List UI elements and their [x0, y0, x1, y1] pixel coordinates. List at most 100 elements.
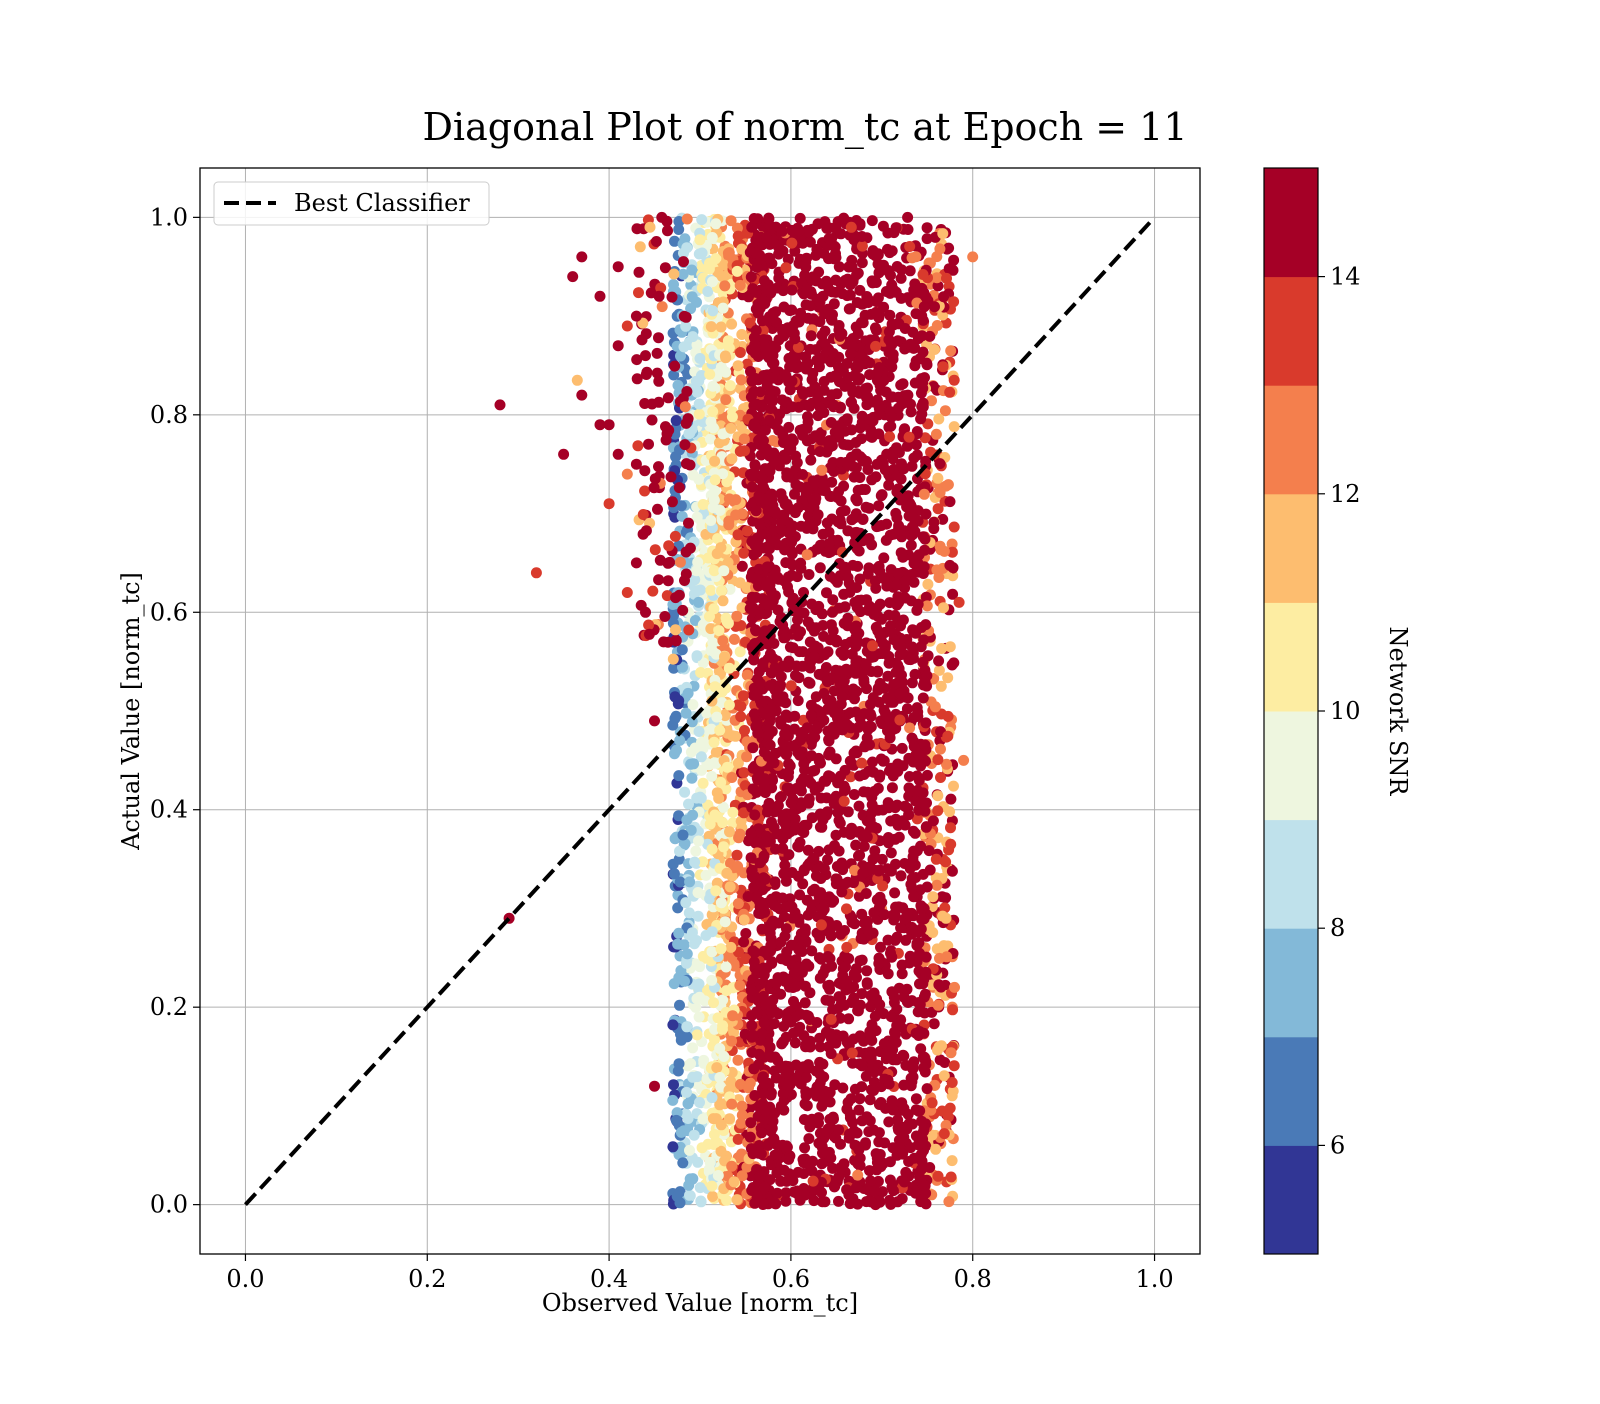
data-point	[759, 776, 770, 787]
data-point	[782, 1014, 793, 1025]
data-point	[725, 380, 736, 391]
data-point	[870, 322, 881, 333]
data-point	[819, 376, 830, 387]
data-point	[750, 625, 761, 636]
data-point	[775, 792, 786, 803]
data-point	[717, 271, 728, 282]
data-point	[667, 1019, 678, 1030]
data-point	[838, 650, 849, 661]
data-point	[915, 999, 926, 1010]
data-point	[695, 353, 706, 364]
data-point	[850, 840, 861, 851]
data-point	[834, 846, 845, 857]
data-point	[786, 797, 797, 808]
data-point	[917, 330, 928, 341]
data-point	[727, 411, 738, 422]
data-point	[760, 874, 771, 885]
data-point	[851, 686, 862, 697]
data-point	[839, 1000, 850, 1011]
data-point	[735, 577, 746, 588]
data-point	[898, 760, 909, 771]
data-point	[854, 546, 865, 557]
data-point	[888, 1142, 899, 1153]
data-point	[872, 395, 883, 406]
data-point	[776, 671, 787, 682]
data-point	[865, 708, 876, 719]
data-point	[922, 1083, 933, 1094]
data-point	[644, 629, 655, 640]
data-point	[853, 1144, 864, 1155]
data-point	[716, 1119, 727, 1130]
data-point	[886, 986, 897, 997]
data-point	[846, 397, 857, 408]
data-point	[775, 524, 786, 535]
data-point	[758, 991, 769, 1002]
data-point	[823, 304, 834, 315]
data-point	[674, 1058, 685, 1069]
data-point	[856, 231, 867, 242]
data-point	[888, 349, 899, 360]
data-point	[649, 1081, 660, 1092]
data-point	[707, 926, 718, 937]
data-point	[787, 1175, 798, 1186]
data-point	[814, 316, 825, 327]
data-point	[726, 772, 737, 783]
data-point	[725, 942, 736, 953]
data-point	[705, 585, 716, 596]
data-point	[873, 958, 884, 969]
data-point	[910, 628, 921, 639]
data-point	[681, 312, 692, 323]
data-point	[946, 1172, 957, 1183]
data-point	[708, 422, 719, 433]
data-point	[638, 509, 649, 520]
data-point	[931, 429, 942, 440]
data-point	[707, 406, 718, 417]
data-point	[719, 280, 730, 291]
data-point	[944, 387, 955, 398]
data-point	[912, 711, 923, 722]
data-point	[717, 635, 728, 646]
data-point	[751, 325, 762, 336]
data-point	[823, 1124, 834, 1135]
data-point	[949, 522, 960, 533]
data-point	[622, 587, 633, 598]
data-point	[707, 1092, 718, 1103]
data-point	[894, 593, 905, 604]
data-point	[868, 1125, 879, 1136]
data-point	[804, 987, 815, 998]
data-point	[861, 965, 872, 976]
data-point	[802, 549, 813, 560]
data-point	[763, 1140, 774, 1151]
data-point	[637, 334, 648, 345]
data-point	[567, 271, 578, 282]
data-point	[900, 323, 911, 334]
data-point	[868, 821, 879, 832]
data-point	[855, 1000, 866, 1011]
data-point	[803, 227, 814, 238]
data-point	[694, 399, 705, 410]
data-point	[737, 1101, 748, 1112]
chart-title: Diagonal Plot of norm_tc at Epoch = 11	[422, 105, 1187, 150]
data-point	[865, 1094, 876, 1105]
data-point	[707, 276, 718, 287]
data-point	[910, 669, 921, 680]
data-point	[866, 539, 877, 550]
data-point	[907, 642, 918, 653]
data-point	[769, 1198, 780, 1209]
data-point	[833, 486, 844, 497]
data-point	[850, 668, 861, 679]
data-point	[883, 832, 894, 843]
data-point	[831, 753, 842, 764]
data-point	[715, 777, 726, 788]
data-point	[674, 1000, 685, 1011]
data-point	[749, 213, 760, 224]
data-point	[872, 459, 883, 470]
data-point	[893, 523, 904, 534]
data-point	[877, 489, 888, 500]
data-point	[785, 526, 796, 537]
data-point	[595, 291, 606, 302]
data-point	[785, 504, 796, 515]
data-point	[856, 1081, 867, 1092]
data-point	[772, 1188, 783, 1199]
data-point	[832, 577, 843, 588]
